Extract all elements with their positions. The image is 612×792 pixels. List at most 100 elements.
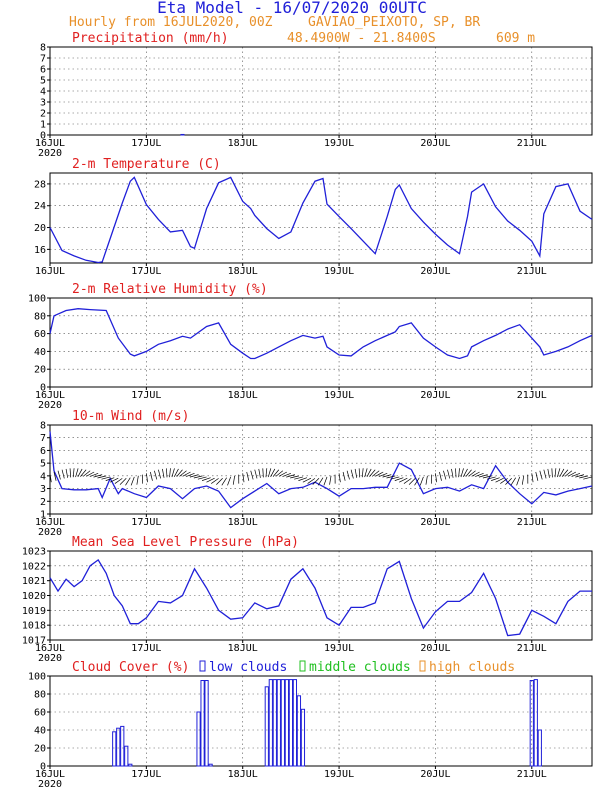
wind-arrow — [250, 470, 254, 480]
cloud-bar — [112, 731, 117, 767]
wind-arrow — [394, 477, 404, 481]
wind-arrow — [551, 468, 553, 478]
cloud-bar — [296, 695, 302, 767]
x-tick-label: 19JUL — [324, 517, 354, 528]
wind-arrow — [455, 468, 457, 478]
y-tick-label: 28 — [34, 179, 46, 190]
wind-arrow — [114, 478, 123, 484]
wind-arrow — [262, 468, 264, 478]
x-tick-label: 21JUL — [517, 643, 547, 654]
cloud-bar — [204, 680, 209, 767]
panel-title: Mean Sea Level Pressure (hPa) — [72, 535, 299, 550]
x-tick-label: 21JUL — [517, 138, 547, 149]
wind-arrow — [105, 477, 115, 481]
x-tick-label: 16JUL — [35, 643, 65, 654]
wind-arrow — [227, 476, 231, 486]
wind-arrow — [298, 477, 308, 481]
wind-arrow — [329, 475, 332, 485]
wind-arrow — [150, 471, 153, 481]
x-tick-label: 19JUL — [324, 643, 354, 654]
panel-frame — [49, 172, 593, 264]
wind-arrow — [242, 473, 245, 483]
wind-arrow — [189, 474, 199, 478]
cloud-bar — [529, 680, 534, 767]
wind-arrow — [246, 471, 250, 481]
wind-arrow — [443, 470, 447, 480]
series-line — [49, 308, 593, 360]
wind-arrow — [206, 477, 215, 483]
wind-arrow — [176, 469, 183, 477]
x-tick-label: 18JUL — [228, 390, 258, 401]
wind-arrow — [221, 477, 227, 486]
y-tick-label: 0 — [40, 383, 46, 394]
wind-arrow — [158, 469, 161, 479]
wind-arrow — [193, 475, 203, 479]
panel-frame — [49, 675, 593, 767]
wind-arrow — [495, 477, 504, 483]
wind-arrow — [567, 471, 577, 477]
wind-arrow — [521, 475, 525, 485]
wind-arrow — [169, 468, 171, 478]
wind-arrow — [505, 477, 512, 485]
wind-arrow — [375, 471, 384, 477]
x-tick-label: 16JUL — [35, 138, 65, 149]
x-tick-label: 18JUL — [228, 517, 258, 528]
y-tick-label: 40 — [34, 347, 46, 358]
x-tick-label: 21JUL — [517, 390, 547, 401]
wind-arrow — [65, 468, 69, 478]
x-tick-label: 16JUL — [35, 390, 65, 401]
wind-arrow — [435, 473, 438, 483]
wind-arrow — [101, 476, 111, 480]
y-tick-label: 20 — [34, 365, 46, 376]
header-station: GAVIAO_PEIXOTO, SP, BR — [308, 15, 480, 30]
wind-arrow — [294, 476, 304, 480]
wind-arrow — [382, 474, 392, 478]
wind-arrow — [451, 468, 454, 478]
y-tick-label: 5 — [40, 76, 46, 87]
series-line — [49, 558, 592, 637]
wind-arrow — [270, 468, 276, 478]
wind-arrow — [354, 468, 358, 478]
wind-arrow — [317, 477, 324, 486]
y-tick-label: 1018 — [22, 621, 46, 632]
y-tick-label: 5 — [40, 459, 46, 470]
y-tick-label: 8 — [40, 421, 46, 432]
x-tick-label: 16JUL — [35, 266, 65, 277]
wind-arrow — [201, 477, 211, 481]
y-tick-label: 100 — [28, 672, 46, 683]
x-tick-label: 17JUL — [131, 266, 161, 277]
y-tick-label: 1 — [40, 510, 46, 521]
x-tick-label: 19JUL — [324, 138, 354, 149]
cloud-bar — [537, 729, 542, 767]
wind-arrow — [254, 469, 258, 479]
wind-arrow — [571, 472, 581, 477]
cloud-bar — [120, 725, 125, 767]
wind-arrow — [109, 477, 119, 483]
legend-label: high clouds — [429, 660, 515, 675]
legend-swatch — [299, 660, 306, 672]
wind-arrow — [535, 471, 539, 481]
wind-arrow — [403, 478, 412, 484]
x-tick-label: 19JUL — [324, 266, 354, 277]
wind-arrow — [559, 468, 565, 478]
wind-arrow — [166, 468, 168, 478]
precip-bar — [180, 133, 185, 136]
wind-arrow — [425, 475, 428, 485]
wind-arrow — [75, 468, 79, 478]
cloud-bar — [196, 711, 201, 767]
y-tick-label: 0 — [40, 131, 46, 142]
wind-arrow — [80, 469, 87, 477]
wind-arrow — [500, 478, 508, 484]
cloud-bar — [284, 679, 289, 767]
wind-arrow — [182, 471, 191, 477]
x-year-label: 2020 — [38, 527, 62, 538]
wind-arrow — [462, 468, 468, 478]
wind-arrow — [258, 468, 261, 478]
wind-arrow — [482, 475, 492, 479]
wind-arrow — [557, 468, 561, 478]
wind-arrow — [179, 470, 187, 477]
cloud-bar — [264, 686, 269, 767]
wind-arrow — [278, 471, 288, 477]
header-title: Eta Model - 16/07/2020 00UTC — [157, 0, 427, 17]
